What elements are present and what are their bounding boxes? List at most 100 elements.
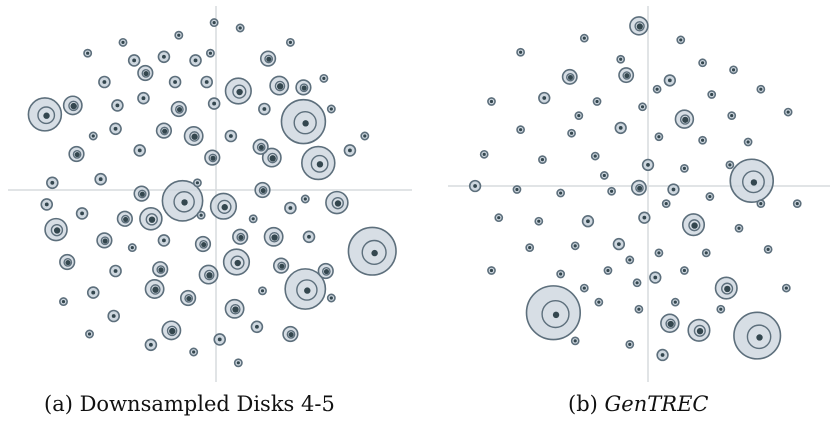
data-point <box>40 198 54 211</box>
data-point <box>674 109 695 129</box>
data-point <box>629 16 649 36</box>
data-point <box>343 144 357 157</box>
data-point <box>107 309 120 323</box>
data-point <box>729 158 775 204</box>
data-point <box>88 131 98 141</box>
data-point <box>137 64 154 82</box>
data-point <box>139 207 163 231</box>
data-point <box>252 138 269 155</box>
data-point <box>27 97 63 132</box>
data-point <box>317 262 334 280</box>
data-point <box>198 264 219 285</box>
data-point <box>727 111 737 120</box>
data-point <box>756 199 766 208</box>
data-point <box>707 90 717 99</box>
data-point <box>592 97 602 106</box>
data-point <box>792 199 802 208</box>
data-point <box>302 230 316 244</box>
data-point <box>656 348 669 362</box>
data-point <box>196 210 206 220</box>
data-point <box>729 65 738 75</box>
data-point <box>258 286 267 296</box>
data-point <box>94 172 107 186</box>
data-point <box>556 188 566 198</box>
caption-a-text: Downsampled Disks 4-5 <box>79 392 335 416</box>
data-point <box>137 91 150 105</box>
caption-a: (a) Downsampled Disks 4-5 <box>44 392 335 416</box>
data-point <box>556 269 566 279</box>
data-point <box>254 181 271 199</box>
data-point <box>698 135 707 145</box>
data-point <box>189 54 202 67</box>
data-point <box>680 266 689 275</box>
data-point <box>224 77 252 105</box>
data-point <box>98 75 111 89</box>
data-point <box>192 178 202 188</box>
data-point <box>222 248 251 276</box>
data-point <box>96 232 113 249</box>
data-point <box>261 147 282 168</box>
data-point <box>781 283 791 293</box>
data-point <box>538 155 547 164</box>
data-point <box>235 23 245 33</box>
data-point <box>179 289 197 307</box>
data-point <box>698 58 707 68</box>
data-point <box>161 320 182 341</box>
data-point <box>487 97 496 106</box>
data-point <box>516 47 525 57</box>
data-point <box>233 358 243 368</box>
data-point <box>232 228 249 245</box>
data-point <box>127 54 141 67</box>
data-point <box>681 213 706 237</box>
data-point <box>616 54 626 64</box>
data-point <box>783 107 793 117</box>
data-point <box>295 79 312 96</box>
data-point <box>59 297 68 307</box>
data-point <box>663 74 677 87</box>
data-point <box>638 211 651 224</box>
data-point <box>205 48 215 58</box>
panel-b: (b) GenTREC <box>440 0 838 422</box>
data-point <box>258 102 271 116</box>
data-point <box>157 234 171 247</box>
data-point <box>183 126 204 146</box>
data-point <box>62 95 83 116</box>
data-point <box>174 30 184 40</box>
data-point <box>269 75 290 96</box>
data-point <box>687 318 711 342</box>
data-point <box>525 243 535 252</box>
data-point <box>670 297 680 307</box>
caption-b: (b) GenTREC <box>568 392 708 416</box>
data-point <box>168 75 182 89</box>
data-point <box>161 179 204 222</box>
caption-a-label: (a) <box>44 392 73 416</box>
data-point <box>155 122 173 139</box>
data-point <box>734 223 744 233</box>
data-point <box>479 149 489 159</box>
data-point <box>144 279 165 299</box>
data-point <box>599 171 609 180</box>
scatter-plot-a <box>8 6 412 382</box>
data-point <box>763 244 773 254</box>
data-point <box>209 192 238 220</box>
data-point <box>207 97 221 110</box>
data-point <box>570 241 580 251</box>
data-point <box>579 33 589 43</box>
data-point <box>654 248 664 258</box>
data-point <box>59 253 76 271</box>
data-point <box>625 340 635 349</box>
data-point <box>574 111 584 120</box>
data-point <box>347 226 397 276</box>
data-point <box>285 37 295 47</box>
data-point <box>144 338 158 352</box>
data-point <box>282 325 299 343</box>
data-point <box>579 283 589 293</box>
data-point <box>743 137 753 147</box>
data-point <box>116 210 133 227</box>
data-point <box>263 226 284 247</box>
data-point <box>680 164 689 173</box>
data-point <box>83 48 93 58</box>
data-point <box>487 266 496 275</box>
data-point <box>634 304 644 314</box>
scatter-plot-b <box>448 6 830 382</box>
